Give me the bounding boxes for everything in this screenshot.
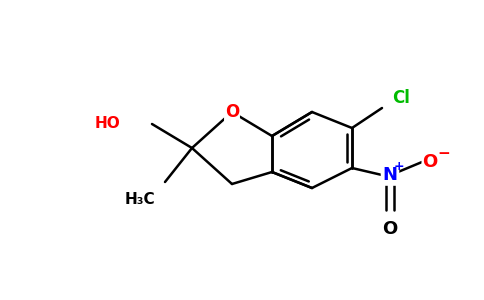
Text: −: − <box>438 146 451 161</box>
Text: O: O <box>423 153 438 171</box>
Text: +: + <box>393 160 404 173</box>
Text: Cl: Cl <box>392 89 410 107</box>
Text: N: N <box>382 166 397 184</box>
Text: HO: HO <box>95 116 121 131</box>
Text: H₃C: H₃C <box>125 192 155 207</box>
Text: O: O <box>225 103 239 121</box>
Text: O: O <box>382 220 398 238</box>
